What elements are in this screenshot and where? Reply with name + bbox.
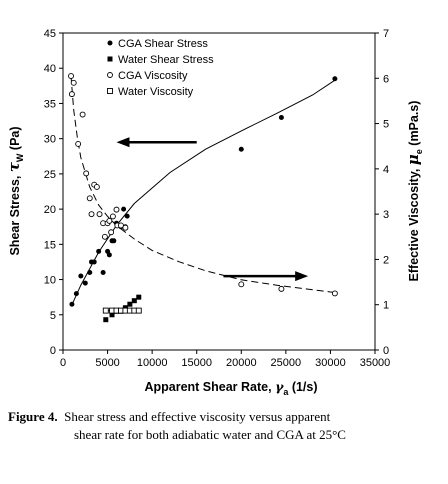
y-axis-title: Shear Stress, τW (Pa): [5, 126, 25, 255]
water-shear-stress-point: [103, 317, 109, 323]
x-tick-label: 0: [60, 357, 66, 369]
cga-viscosity-point: [109, 213, 116, 220]
legend-label: CGA Viscosity: [118, 70, 188, 82]
legend-marker-cga-shear-stress-point: [107, 40, 113, 46]
y-tick-label: 20: [44, 204, 56, 216]
arrow-right-to-viscosity-axis-head: [295, 271, 309, 282]
cga-viscosity-point: [70, 79, 77, 86]
y2-tick-label: 0: [383, 345, 389, 357]
caption-text-line1: Shear stress and effective viscosity ver…: [64, 409, 331, 424]
cga-viscosity-point: [83, 170, 90, 177]
x-tick-label: 10000: [137, 357, 168, 369]
legend-label: Water Viscosity: [118, 86, 194, 98]
legend: CGA Shear Stress Water Shear Stress CGA Vi…: [107, 38, 214, 98]
plot-frame: [62, 32, 376, 351]
cga-viscosity-point: [93, 184, 100, 190]
y-tick-label: 5: [50, 310, 56, 322]
cga-shear-stress-point: [106, 252, 112, 258]
y-tick-label: 10: [44, 275, 56, 287]
shear-stress-trend-line: [71, 79, 336, 306]
y2-axis-title: Effective Viscosity, μe (mPa.s): [404, 101, 424, 282]
cga-viscosity-point: [117, 222, 124, 229]
y2-tick-label: 4: [383, 164, 389, 176]
y2-tick-label: 6: [383, 73, 389, 85]
cga-viscosity-point: [68, 91, 75, 98]
x-tick-label: 15000: [181, 357, 212, 369]
x-tick-label: 30000: [315, 357, 346, 369]
y2-tick-label: 2: [383, 254, 389, 266]
legend-marker-cga-viscosity-point: [107, 72, 113, 78]
cga-viscosity-point: [122, 224, 129, 231]
cga-shear-stress-point: [91, 259, 97, 265]
cga-viscosity-point: [88, 211, 95, 218]
x-tick-label: 20000: [226, 357, 257, 369]
y2-tick-label: 1: [383, 300, 389, 312]
water-shear-stress-point: [109, 312, 115, 318]
cga-viscosity-point: [106, 217, 113, 224]
cga-shear-stress-point: [78, 273, 84, 279]
cga-shear-stress-point: [69, 301, 75, 307]
viscosity-trend-line: [70, 75, 335, 293]
cga-shear-stress-point: [111, 238, 117, 244]
x-tick-label: 25000: [271, 357, 302, 369]
arrow-left-to-shear-axis-head: [116, 137, 130, 148]
cga-viscosity-point: [68, 73, 74, 79]
y2-tick-label: 5: [383, 119, 389, 131]
cga-shear-stress-point: [121, 206, 127, 212]
cga-viscosity-point: [79, 111, 86, 118]
y-tick-label: 35: [44, 98, 56, 110]
y-tick-label: 30: [44, 134, 56, 146]
water-shear-stress-point: [136, 294, 142, 300]
y-tick-label: 25: [44, 169, 56, 181]
y-tick-label: 40: [44, 63, 56, 75]
cga-shear-stress-point: [100, 270, 106, 276]
cga-viscosity-point: [238, 281, 245, 288]
cga-viscosity-point: [86, 195, 93, 202]
cga-shear-stress-point: [238, 146, 244, 152]
cga-shear-stress-point: [124, 213, 130, 219]
y2-tick-label: 3: [383, 209, 389, 221]
cga-viscosity-point: [101, 233, 108, 240]
cga-viscosity-point: [75, 140, 82, 147]
cga-viscosity-point: [96, 211, 103, 218]
x-axis-title: Apparent Shear Rate, γa (1/s): [144, 379, 317, 397]
cga-viscosity-point: [113, 206, 120, 213]
cga-shear-stress-point: [82, 280, 88, 286]
cga-viscosity-point: [278, 285, 285, 292]
figure-label: Figure 4.: [8, 409, 58, 424]
cga-viscosity-point: [331, 290, 338, 297]
legend-label: Water Shear Stress: [118, 54, 214, 66]
cga-shear-stress-point: [332, 76, 338, 82]
legend-label: CGA Shear Stress: [118, 38, 208, 50]
cga-viscosity-point: [108, 229, 115, 236]
water-shear-stress-point: [131, 298, 137, 304]
cga-shear-stress-point: [87, 270, 93, 276]
legend-marker-water-viscosity-point: [107, 88, 113, 94]
y2-tick-label: 7: [383, 28, 389, 40]
chart: 0 5000 10000 15000 20000 25000 30000 3500005101…: [5, 28, 424, 397]
y-tick-label: 0: [50, 345, 56, 357]
cga-shear-stress-point: [96, 248, 102, 254]
x-tick-label: 35000: [360, 357, 391, 369]
water-viscosity-point: [135, 307, 142, 314]
cga-shear-stress-point: [73, 291, 79, 297]
y-tick-label: 15: [44, 239, 56, 251]
x-tick-label: 5000: [95, 357, 119, 369]
cga-shear-stress-point: [278, 115, 284, 121]
y-tick-label: 45: [44, 28, 56, 40]
water-shear-stress-point: [127, 301, 133, 307]
axis-titles: Apparent Shear Rate, γa (1/s) Shear Stre…: [5, 101, 424, 397]
plot-area: 0 5000 10000 15000 20000 25000 30000 3500005101…: [44, 28, 391, 369]
water-viscosity-point: [102, 307, 109, 314]
legend-marker-water-shear-stress-point: [107, 56, 113, 62]
caption-text-line2: shear rate for both adiabatic water and …: [74, 427, 346, 442]
